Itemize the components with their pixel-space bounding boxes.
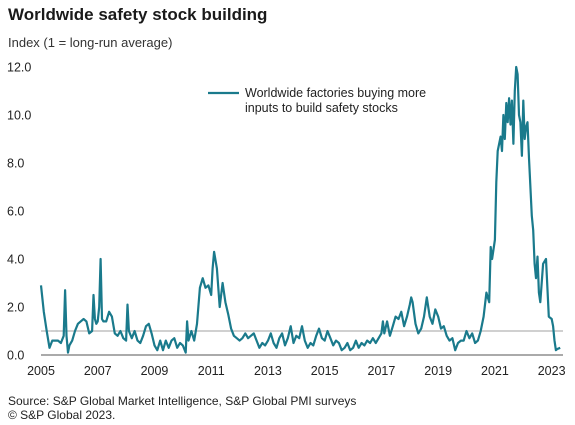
x-tick-label: 2005 <box>27 364 55 378</box>
y-tick-label: 2.0 <box>7 301 24 315</box>
x-tick-label: 2017 <box>368 364 396 378</box>
legend-label-line-2: inputs to build safety stocks <box>245 101 398 115</box>
x-tick-label: 2013 <box>254 364 282 378</box>
x-tick-label: 2015 <box>311 364 339 378</box>
chart-footer: Source: S&P Global Market Intelligence, … <box>8 394 356 422</box>
y-tick-label: 10.0 <box>7 109 31 123</box>
x-tick-label: 2019 <box>424 364 452 378</box>
series-line-safety-stocks <box>39 65 561 354</box>
copyright-note: © S&P Global 2023. <box>8 408 116 422</box>
legend-label-line-1: Worldwide factories buying more <box>245 86 426 100</box>
y-tick-label: 6.0 <box>7 205 24 219</box>
y-tick-label: 0.0 <box>7 349 24 363</box>
y-axis-label: Index (1 = long-run average) <box>8 35 173 50</box>
x-tick-label: 2011 <box>198 364 225 378</box>
x-tick-labels: 2005 2007 2009 2011 2013 2015 2017 2019 2021 2023 <box>27 364 566 378</box>
y-tick-label: 12.0 <box>7 61 31 75</box>
y-tick-labels: 0.0 2.0 4.0 6.0 8.0 10.0 12.0 <box>7 61 31 363</box>
y-tick-label: 4.0 <box>7 253 24 267</box>
x-tick-label: 2009 <box>141 364 169 378</box>
chart-title: Worldwide safety stock building <box>8 5 268 24</box>
x-tick-label: 2007 <box>84 364 112 378</box>
x-tick-label: 2023 <box>538 364 566 378</box>
x-tick-label: 2021 <box>481 364 509 378</box>
source-note: Source: S&P Global Market Intelligence, … <box>8 394 357 408</box>
y-tick-label: 8.0 <box>7 157 24 171</box>
legend: Worldwide factories buying more inputs t… <box>208 86 426 115</box>
